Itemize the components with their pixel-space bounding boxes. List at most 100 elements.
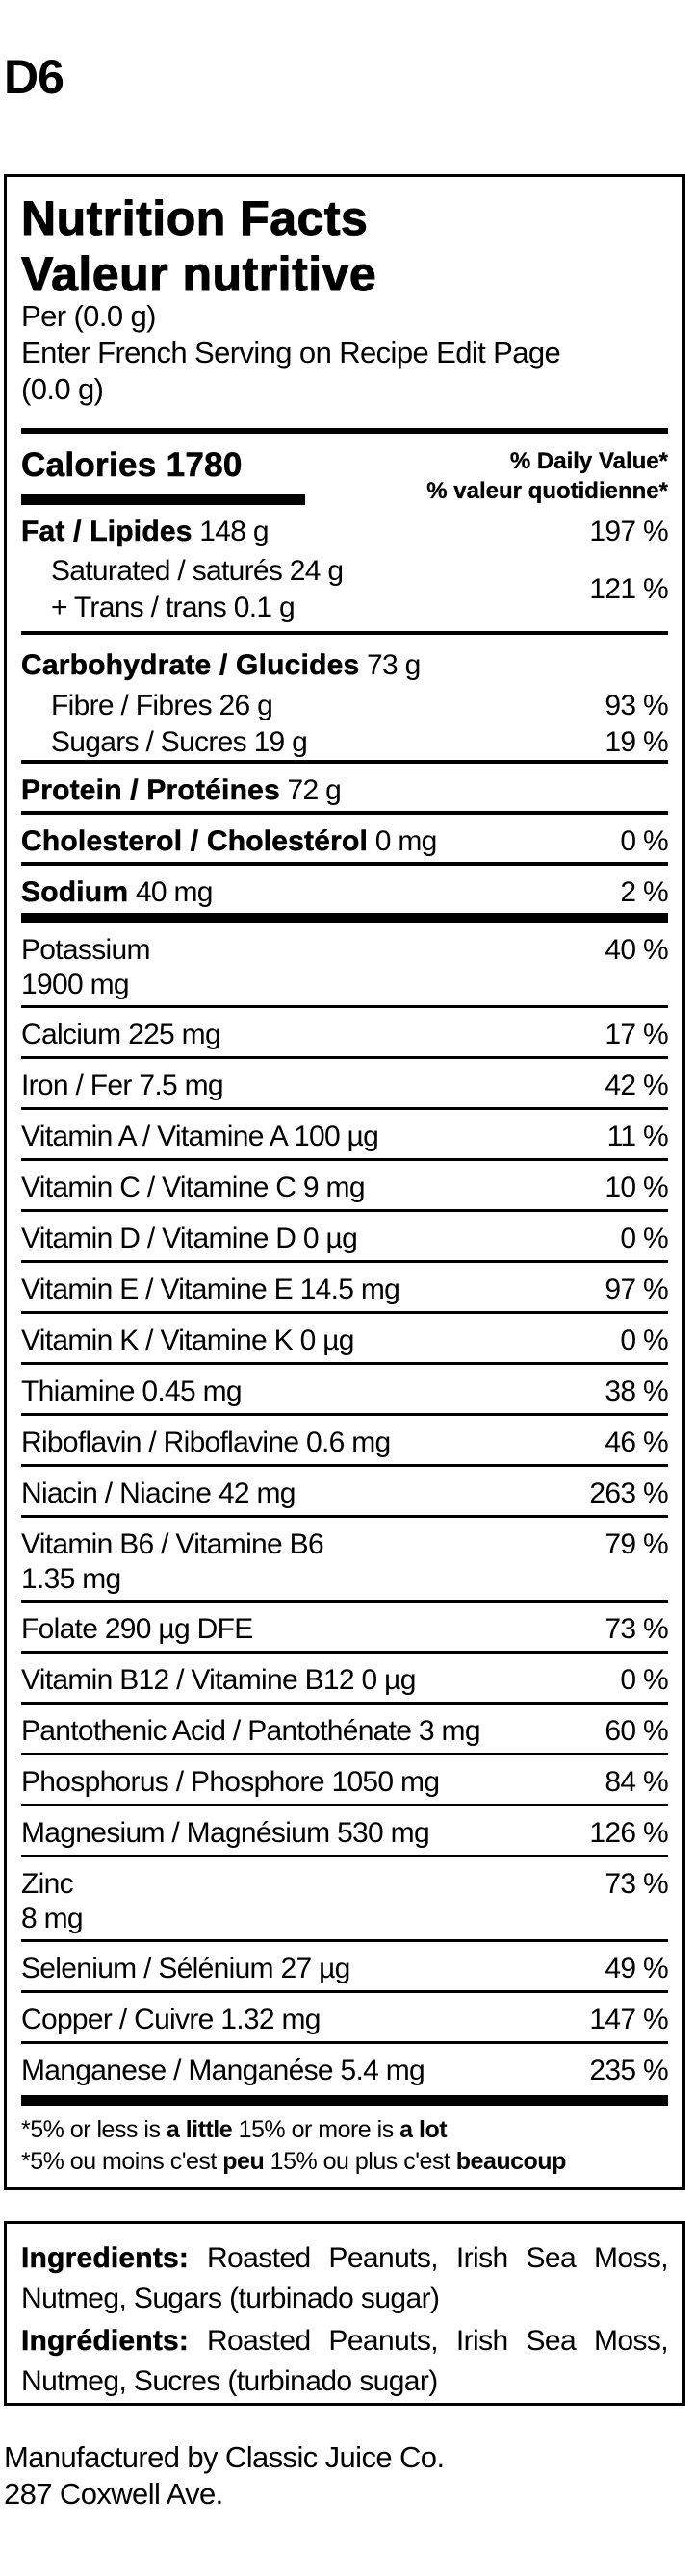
- footnote-text: 15% ou plus c'est: [264, 2148, 456, 2175]
- nutrient-dv: 73 %: [605, 1868, 668, 1900]
- nutrient-label: Vitamin C / Vitamine C 9 mg: [21, 1172, 366, 1203]
- nutrient-label: Copper / Cuivre 1.32 mg: [21, 2004, 321, 2035]
- nutrient-label: Folate 290 µg DFE: [21, 1613, 253, 1645]
- divider: [21, 1158, 668, 1161]
- divider: [21, 1260, 668, 1263]
- divider: [21, 1651, 668, 1654]
- footnote-fr: *5% ou moins c'est peu 15% ou plus c'est…: [21, 2146, 566, 2178]
- fibre-label: Fibre / Fibres 26 g: [51, 690, 273, 721]
- divider: [21, 1107, 668, 1110]
- fat-amount: 148 g: [199, 516, 269, 547]
- fat-dv: 197 %: [589, 516, 668, 547]
- nutrient-dv: 0 %: [620, 1664, 668, 1696]
- manufacturer-address: 287 Coxwell Ave.: [4, 2477, 223, 2511]
- nutrient-label: Vitamin B6 / Vitamine B6: [21, 1528, 324, 1560]
- nutrient-amount: 1.35 mg: [21, 1563, 121, 1595]
- nutrient-name: Vitamin B6 / Vitamine B6 1.35 mg: [21, 1528, 324, 1597]
- nutrient-name: Folate 290 µg DFE: [21, 1612, 253, 1647]
- cholesterol-name: Cholesterol / Cholestérol 0 mg: [21, 825, 438, 858]
- divider: [21, 1804, 668, 1806]
- nutrient-label: Calcium 225 mg: [21, 1019, 221, 1050]
- nutrient-name: Potassium 1900 mg: [21, 933, 150, 1002]
- calories-bar: [21, 494, 305, 505]
- divider: [21, 631, 668, 635]
- divider: [21, 1600, 668, 1603]
- nutrient-dv: 40 %: [605, 934, 668, 966]
- sugars-dv: 19 %: [605, 726, 668, 758]
- nutrient-label: Thiamine 0.45 mg: [21, 1376, 243, 1407]
- divider: [21, 1515, 668, 1518]
- nutrient-label: Vitamin A / Vitamine A 100 µg: [21, 1121, 379, 1152]
- serving-line-2: Enter French Serving on Recipe Edit Page: [21, 336, 561, 369]
- footnote-text: 15% or more is: [232, 2116, 400, 2143]
- cholesterol-amount: 0 mg: [374, 825, 438, 857]
- nutrient-name: Magnesium / Magnésium 530 mg: [21, 1816, 430, 1851]
- divider: [21, 1855, 668, 1857]
- saturated-label: Saturated / saturés 24 g: [51, 555, 344, 587]
- footnote-bold: peu: [222, 2148, 265, 2175]
- nutrient-dv: 79 %: [605, 1528, 668, 1560]
- nutrient-dv: 147 %: [589, 2004, 668, 2035]
- nutrient-label: Zinc: [21, 1868, 74, 1900]
- nutrient-label: Magnesium / Magnésium 530 mg: [21, 1817, 430, 1849]
- nutrient-dv: 42 %: [605, 1070, 668, 1101]
- nutrient-dv: 97 %: [605, 1274, 668, 1305]
- nutrient-label: Iron / Fer 7.5 mg: [21, 1070, 224, 1101]
- carbohydrate-name: Carbohydrate / Glucides 73 g: [21, 649, 422, 682]
- sodium-label: Sodium: [21, 876, 129, 909]
- footnote-bold: beaucoup: [455, 2148, 567, 2175]
- divider: [21, 1753, 668, 1755]
- sodium-name: Sodium 40 mg: [21, 876, 214, 909]
- nutrient-name: Vitamin K / Vitamine K 0 µg: [21, 1324, 354, 1358]
- nutrient-label: Vitamin B12 / Vitamine B12 0 µg: [21, 1664, 416, 1696]
- nutrient-name: Zinc 8 mg: [21, 1867, 84, 1936]
- daily-value-header: % Daily Value* % valeur quotidienne*: [426, 446, 668, 506]
- carbohydrate-amount: 73 g: [367, 649, 421, 681]
- divider: [21, 1990, 668, 1993]
- protein-name: Protein / Protéines 72 g: [21, 774, 342, 807]
- footnote-bold: a lot: [399, 2116, 448, 2143]
- sugars-label: Sugars / Sucres 19 g: [51, 726, 308, 758]
- nutrient-dv: 263 %: [589, 1477, 668, 1509]
- cholesterol-dv: 0 %: [620, 825, 668, 857]
- divider: [21, 1464, 668, 1467]
- trans-label: + Trans / trans 0.1 g: [51, 592, 296, 623]
- nutrient-label: Potassium: [21, 934, 150, 966]
- nutrient-name: Manganese / Manganése 5.4 mg: [21, 2054, 425, 2088]
- ingredients-en-text: Roasted Peanuts, Irish Sea Moss, Nutmeg,…: [21, 2242, 669, 2314]
- nutrient-dv: 46 %: [605, 1427, 668, 1458]
- ingredients-fr-text: Roasted Peanuts, Irish Sea Moss, Nutmeg,…: [21, 2325, 669, 2397]
- ingredients-en-label: Ingredients:: [21, 2242, 190, 2275]
- divider: [21, 1413, 668, 1416]
- dv-header-en: % Daily Value*: [509, 448, 668, 474]
- sodium-amount: 40 mg: [135, 876, 214, 908]
- sodium-dv: 2 %: [620, 876, 668, 908]
- nutrient-name: Riboflavin / Riboflavine 0.6 mg: [21, 1426, 391, 1460]
- nutrient-dv: 10 %: [605, 1172, 668, 1203]
- divider: [21, 2041, 668, 2044]
- nutrient-name: Selenium / Sélénium 27 µg: [21, 1952, 350, 1986]
- divider: [21, 760, 668, 764]
- divider-thick: [21, 428, 668, 434]
- divider: [21, 862, 668, 866]
- nutrient-label: Selenium / Sélénium 27 µg: [21, 1953, 350, 1984]
- ingredients-panel: Ingredients: Roasted Peanuts, Irish Sea …: [4, 2221, 685, 2406]
- nutrient-label: Vitamin E / Vitamine E 14.5 mg: [21, 1274, 400, 1305]
- serving-size: Per (0.0 g) Enter French Serving on Reci…: [21, 298, 561, 408]
- nutrient-amount: 1900 mg: [21, 969, 130, 1000]
- title-french: Valeur nutritive: [20, 247, 377, 302]
- footnote-text: *5% or less is: [21, 2116, 167, 2143]
- nutrient-name: Calcium 225 mg: [21, 1018, 221, 1052]
- nutrient-dv: 235 %: [589, 2055, 668, 2086]
- nutrient-label: Pantothenic Acid / Pantothénate 3 mg: [21, 1715, 481, 1747]
- nutrient-dv: 60 %: [605, 1715, 668, 1747]
- nutrient-dv: 11 %: [606, 1121, 669, 1152]
- ingredients-fr: Ingrédients: Roasted Peanuts, Irish Sea …: [21, 2321, 669, 2402]
- cholesterol-label: Cholesterol / Cholestérol: [21, 825, 369, 858]
- nutrient-name: Pantothenic Acid / Pantothénate 3 mg: [21, 1714, 481, 1749]
- nutrient-dv: 73 %: [605, 1613, 668, 1645]
- nutrient-label: Vitamin K / Vitamine K 0 µg: [21, 1325, 354, 1356]
- nutrient-name: Thiamine 0.45 mg: [21, 1375, 243, 1409]
- protein-label: Protein / Protéines: [21, 774, 280, 807]
- ingredients-en: Ingredients: Roasted Peanuts, Irish Sea …: [21, 2238, 669, 2319]
